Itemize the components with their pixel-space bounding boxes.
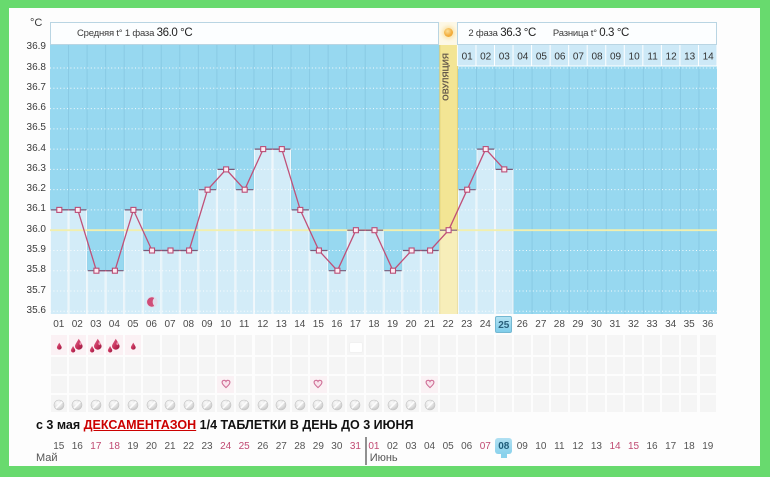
svg-text:05: 05 — [535, 51, 547, 62]
svg-text:09: 09 — [609, 51, 621, 62]
svg-text:07: 07 — [572, 51, 584, 62]
svg-text:13: 13 — [684, 51, 696, 62]
svg-text:04: 04 — [517, 51, 529, 62]
svg-text:ОВУЛЯЦИЯ: ОВУЛЯЦИЯ — [440, 53, 450, 101]
svg-text:03: 03 — [498, 51, 510, 62]
svg-text:12: 12 — [665, 51, 677, 62]
svg-text:06: 06 — [554, 51, 566, 62]
svg-text:14: 14 — [702, 51, 714, 62]
svg-text:10: 10 — [628, 51, 640, 62]
svg-text:02: 02 — [480, 51, 492, 62]
svg-text:08: 08 — [591, 51, 603, 62]
svg-text:01: 01 — [461, 51, 473, 62]
svg-text:11: 11 — [647, 51, 658, 62]
